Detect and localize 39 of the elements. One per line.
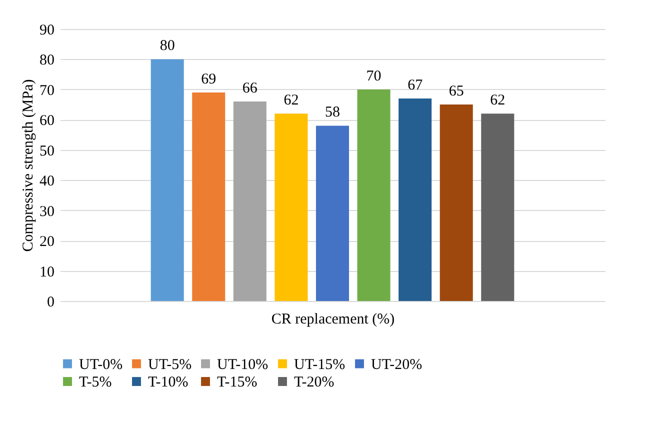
legend-label: T-10% — [148, 374, 188, 390]
y-tick-label: 50 — [40, 143, 54, 160]
bar — [192, 92, 226, 301]
data-label: 58 — [325, 104, 340, 121]
legend-label: T-20% — [294, 374, 334, 390]
bar — [233, 102, 266, 301]
legend-label: UT-5% — [148, 356, 192, 373]
bar — [274, 114, 308, 301]
y-tick-label: 40 — [40, 174, 54, 190]
data-label: 69 — [201, 71, 216, 88]
y-tick-label: 70 — [40, 82, 54, 99]
y-tick-label: 30 — [40, 204, 54, 220]
data-label: 66 — [242, 80, 258, 97]
data-label: 70 — [366, 68, 382, 84]
y-axis-title: Compressive strength (MPa) — [20, 79, 36, 252]
legend-label: T-15% — [217, 374, 258, 390]
legend-label: UT-20% — [371, 356, 422, 373]
y-tick-label: 0 — [47, 294, 54, 310]
x-axis-title: CR replacement (%) — [271, 312, 395, 328]
bar — [440, 104, 473, 301]
data-label: 62 — [490, 92, 506, 109]
bar — [316, 126, 350, 301]
bar — [357, 89, 390, 301]
legend-label: UT-10% — [217, 356, 268, 373]
y-tick-label: 20 — [40, 234, 54, 250]
y-tick-label: 60 — [40, 113, 54, 130]
data-label: 80 — [160, 38, 175, 54]
y-tick-label: 80 — [40, 52, 54, 69]
data-label: 67 — [408, 78, 424, 94]
data-label: 62 — [284, 92, 299, 109]
y-tick-label: 90 — [40, 22, 54, 38]
bar — [398, 98, 432, 301]
bar — [150, 59, 184, 301]
legend-label: UT-0% — [79, 356, 123, 373]
legend-label: T-5% — [79, 374, 112, 390]
data-label: 65 — [448, 84, 464, 100]
legend-label: UT-15% — [294, 356, 346, 373]
bar — [481, 114, 514, 301]
y-tick-label: 10 — [40, 264, 54, 280]
